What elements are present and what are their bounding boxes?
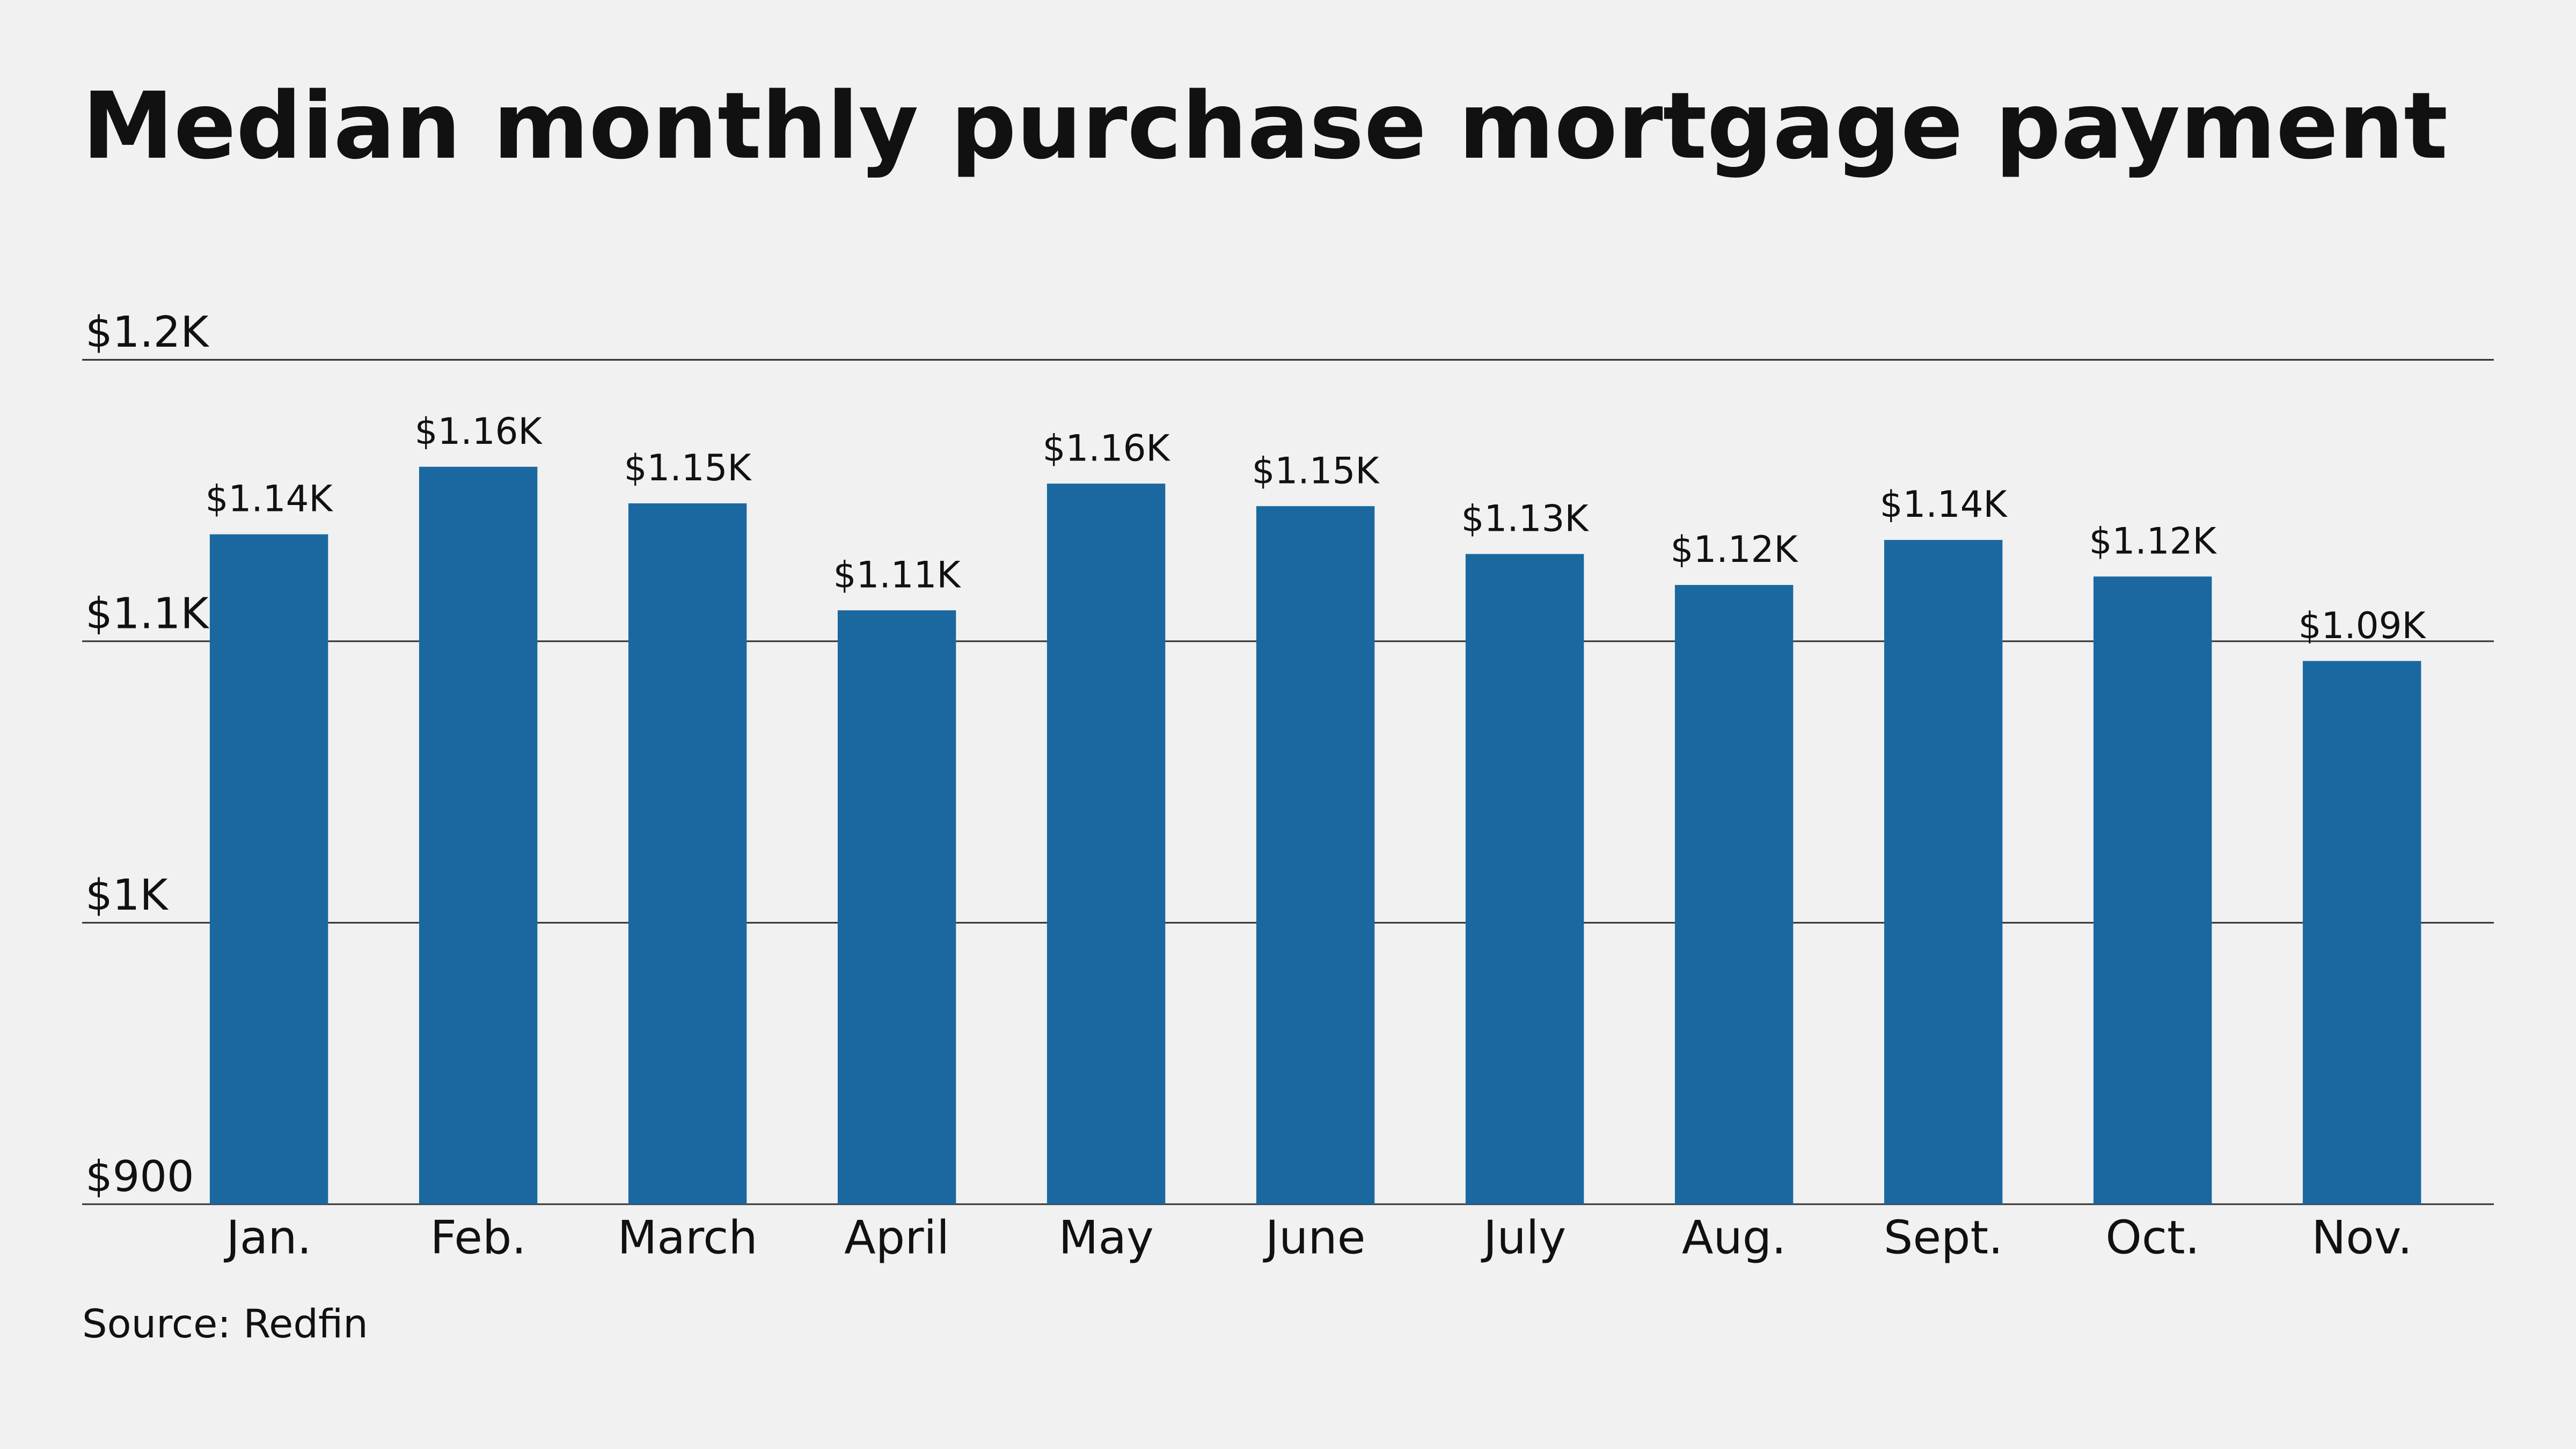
x-tick-label: April xyxy=(844,1211,949,1265)
value-label: $1.14K xyxy=(206,478,334,520)
value-label: $1.09K xyxy=(2299,604,2427,647)
value-label: $1.15K xyxy=(1252,449,1380,492)
x-tick-label: July xyxy=(1481,1211,1566,1265)
value-label: $1.14K xyxy=(1880,483,2008,525)
x-tick-label: May xyxy=(1059,1211,1154,1265)
x-tick-label: Feb. xyxy=(430,1211,526,1265)
chart-title: Median monthly purchase mortgage payment xyxy=(82,73,2448,180)
y-tick-label: $1.2K xyxy=(85,307,209,357)
value-label: $1.16K xyxy=(1043,427,1171,469)
value-label: $1.13K xyxy=(1461,497,1590,539)
y-tick-label: $1.1K xyxy=(85,588,209,638)
x-tick-label: Nov. xyxy=(2311,1211,2412,1265)
bar xyxy=(2302,661,2421,1204)
value-label: $1.12K xyxy=(1671,528,1799,570)
x-tick-label: March xyxy=(617,1211,757,1265)
x-tick-label: Oct. xyxy=(2105,1211,2199,1265)
bar xyxy=(2093,576,2212,1204)
bar xyxy=(628,503,747,1204)
value-label: $1.16K xyxy=(415,410,543,452)
bar xyxy=(1465,554,1584,1204)
value-label: $1.12K xyxy=(2089,519,2218,562)
bar xyxy=(419,466,538,1204)
source: Source: Redfin xyxy=(82,1301,368,1347)
x-tick-label: Jan. xyxy=(223,1211,311,1265)
y-tick-label: $900 xyxy=(85,1151,194,1201)
bar xyxy=(1884,540,2003,1204)
y-tick-label: $1K xyxy=(85,870,169,920)
x-tick-label: June xyxy=(1263,1211,1366,1265)
value-label: $1.15K xyxy=(624,447,752,489)
bar xyxy=(1256,506,1375,1204)
bar xyxy=(1674,585,1794,1204)
x-tick-label: Aug. xyxy=(1682,1211,1787,1265)
value-label: $1.11K xyxy=(833,553,962,596)
x-tick-label: Sept. xyxy=(1884,1211,2003,1265)
bar xyxy=(209,534,328,1204)
bar xyxy=(1046,484,1166,1204)
bar xyxy=(837,610,956,1204)
